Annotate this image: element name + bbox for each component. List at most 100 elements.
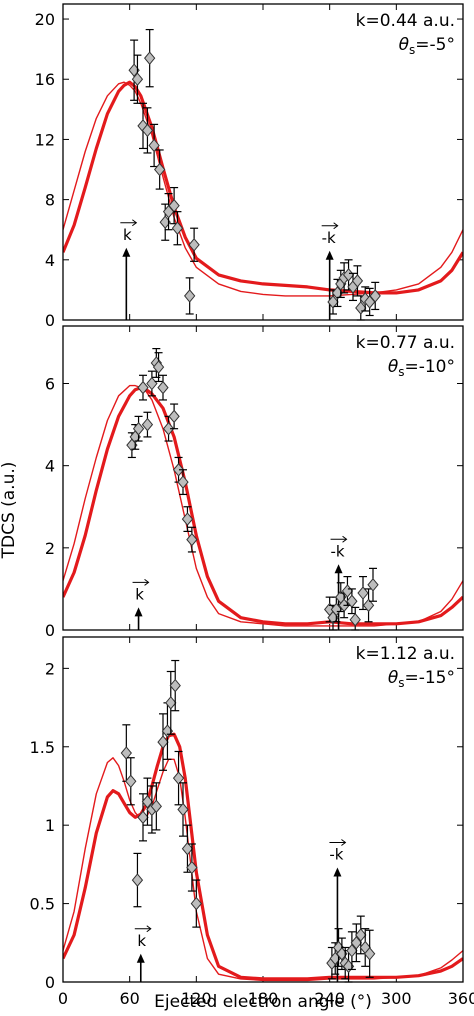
- data-point: [369, 281, 381, 311]
- annotation-theta: θs=-15°: [388, 668, 455, 690]
- point-marker: [137, 380, 149, 395]
- point-marker: [181, 512, 194, 526]
- y-tick-label: 1.5: [30, 738, 55, 757]
- data-point: [367, 567, 379, 602]
- data-point: [181, 824, 194, 873]
- x-tick-label: 60: [119, 989, 139, 1008]
- plot-background: [63, 4, 463, 320]
- point-marker: [184, 289, 196, 303]
- data-point: [190, 879, 202, 928]
- arrow-head: [325, 250, 334, 260]
- data-point: [152, 352, 165, 383]
- data-point: [177, 782, 189, 837]
- momentum-arrow: k: [132, 579, 150, 630]
- point-marker: [125, 774, 137, 789]
- data-point: [177, 469, 189, 496]
- data-point: [186, 526, 198, 553]
- theta-value: =-5°: [415, 35, 455, 55]
- y-tick-label: 0: [45, 973, 55, 992]
- x-tick-label: 360: [448, 989, 474, 1008]
- arrow-label: k: [135, 585, 144, 603]
- point-marker: [350, 936, 362, 950]
- data-point: [132, 415, 145, 442]
- momentum-arrow: -k: [329, 839, 347, 982]
- momentum-arrow: -k: [322, 222, 339, 320]
- y-tick-label: 4: [45, 457, 55, 476]
- point-marker: [154, 162, 166, 177]
- point-marker: [362, 598, 375, 613]
- momentum-arrow: -k: [331, 535, 348, 630]
- data-point: [350, 923, 362, 963]
- arrow-label: -k: [329, 846, 343, 864]
- arrow-head: [122, 247, 131, 257]
- x-tick-label: 240: [314, 989, 345, 1008]
- momentum-arrow: k: [120, 219, 138, 320]
- theta-subscript: s: [398, 365, 404, 379]
- point-marker: [137, 119, 149, 133]
- point-marker: [162, 421, 175, 436]
- point-marker: [369, 289, 381, 303]
- plot-frame: [62, 325, 464, 631]
- vector-bar-head: [144, 579, 150, 586]
- point-marker: [186, 860, 198, 875]
- point-marker: [148, 138, 160, 153]
- point-marker: [141, 123, 154, 138]
- data-point: [169, 659, 181, 712]
- panel-3: 0 0.5 1 1.5 2 0 60 120 180 240 300 360 k -k k=1.12 a.u…: [30, 636, 474, 1008]
- theory-curve-thick: [63, 80, 463, 295]
- arrow-head: [134, 607, 143, 617]
- point-marker: [131, 72, 144, 87]
- point-marker: [186, 532, 198, 547]
- theta-value: =-15°: [404, 668, 455, 688]
- point-marker: [355, 301, 367, 315]
- data-point: [172, 750, 185, 806]
- data-point: [150, 782, 162, 831]
- y-tick-label: 0: [45, 621, 55, 640]
- point-marker: [150, 799, 162, 814]
- point-marker: [169, 678, 181, 693]
- point-marker: [188, 237, 200, 252]
- data-point: [364, 287, 376, 317]
- vector-bar-head: [146, 925, 152, 933]
- curves: [63, 384, 463, 627]
- annotation-k: k=0.44 a.u.: [356, 11, 455, 31]
- point-marker: [190, 896, 202, 911]
- curves: [63, 80, 463, 297]
- data-point: [137, 374, 149, 401]
- data-point: [125, 757, 137, 806]
- data-point: [188, 227, 200, 262]
- y-tick-label: 20: [35, 10, 55, 29]
- arrow-label: k: [137, 932, 146, 950]
- data-point: [186, 843, 198, 892]
- arrow-head: [334, 564, 343, 574]
- vector-bar-head: [341, 839, 347, 846]
- point-marker: [327, 295, 339, 309]
- arrow-label: -k: [322, 229, 336, 247]
- annotation-k: k=0.77 a.u.: [356, 333, 455, 353]
- data-point: [162, 193, 175, 231]
- point-marker: [172, 771, 185, 785]
- vector-bar-head: [333, 222, 339, 230]
- plot-frame: [62, 636, 464, 983]
- theta-symbol: θ: [388, 668, 399, 688]
- x-tick-label: 300: [381, 989, 412, 1008]
- point-marker: [367, 578, 379, 592]
- y-tick-label: 0.5: [30, 895, 55, 914]
- point-marker: [364, 946, 376, 961]
- point-marker: [171, 221, 184, 235]
- y-tick-label: 6: [45, 375, 55, 394]
- point-marker: [177, 802, 189, 817]
- data-point: [131, 852, 144, 908]
- data-point: [364, 929, 376, 978]
- x-tick-label: 0: [58, 989, 68, 1008]
- point-marker: [165, 696, 177, 710]
- vector-bar-head: [132, 219, 138, 227]
- data-point: [144, 28, 156, 88]
- plot-background: [63, 326, 463, 630]
- data-point: [184, 277, 196, 315]
- data-point: [165, 670, 177, 735]
- point-marker: [120, 746, 132, 760]
- point-marker: [357, 586, 369, 600]
